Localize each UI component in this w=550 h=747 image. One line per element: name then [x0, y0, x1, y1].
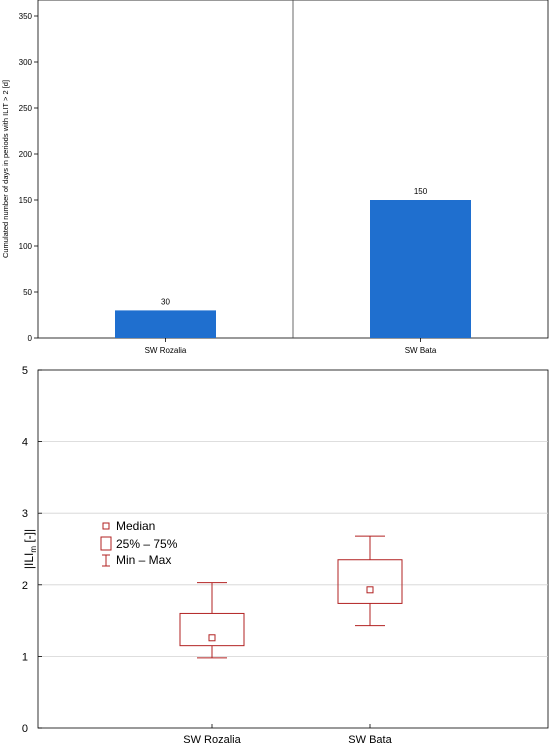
box-median-marker — [208, 634, 216, 642]
box-legend: Median 25% – 75% Min – Max — [100, 519, 178, 567]
legend-median-label: Median — [116, 519, 155, 533]
bar — [370, 200, 471, 338]
bar-x-tick-label: SW Rozalia — [145, 346, 187, 355]
bar — [115, 310, 216, 338]
bar-y-tick-label: 100 — [19, 242, 33, 251]
bar-y-axis-title: Cumulated number of days in periods with… — [1, 80, 10, 258]
box-median-marker — [366, 586, 374, 594]
legend-range-label: Min – Max — [116, 553, 171, 567]
bar-x-tick-label: SW Bata — [405, 346, 437, 355]
box-y-tick-label: 1 — [22, 651, 28, 663]
bar-y-tick-label: 50 — [23, 288, 32, 297]
box-y-tick-label: 4 — [22, 437, 28, 449]
legend-iqr-marker — [100, 536, 112, 551]
bar-data-label: 150 — [414, 187, 428, 196]
box-y-tick-label: 5 — [22, 365, 28, 377]
box-y-tick-label: 2 — [22, 580, 28, 592]
bar-y-tick-label: 150 — [19, 196, 33, 205]
box-y-tick-label: 3 — [22, 508, 28, 520]
legend-median-marker — [102, 522, 110, 530]
box-chart: 0 1 2 3 4 5 SW Rozalia SW Bata |ILIm [-]| Medi… — [22, 365, 549, 746]
legend-iqr-label: 25% – 75% — [116, 537, 178, 551]
box-y-tick-label: 0 — [22, 723, 28, 735]
bar-y-tick-label: 300 — [19, 58, 33, 67]
bar-y-tick-label: 0 — [28, 334, 33, 343]
bar-data-label: 30 — [161, 297, 170, 306]
bar-y-tick-label: 350 — [19, 12, 33, 21]
bar-y-tick-label: 200 — [19, 150, 33, 159]
box-plot-frame — [37, 369, 549, 729]
bar-y-tick-label: 250 — [19, 104, 33, 113]
box-iqr — [179, 612, 245, 647]
box-x-tick-label: SW Bata — [348, 734, 392, 746]
box-iqr — [337, 559, 403, 604]
box-x-tick-label: SW Rozalia — [183, 734, 241, 746]
box-y-axis-title: |ILIm [-]| — [22, 529, 38, 569]
